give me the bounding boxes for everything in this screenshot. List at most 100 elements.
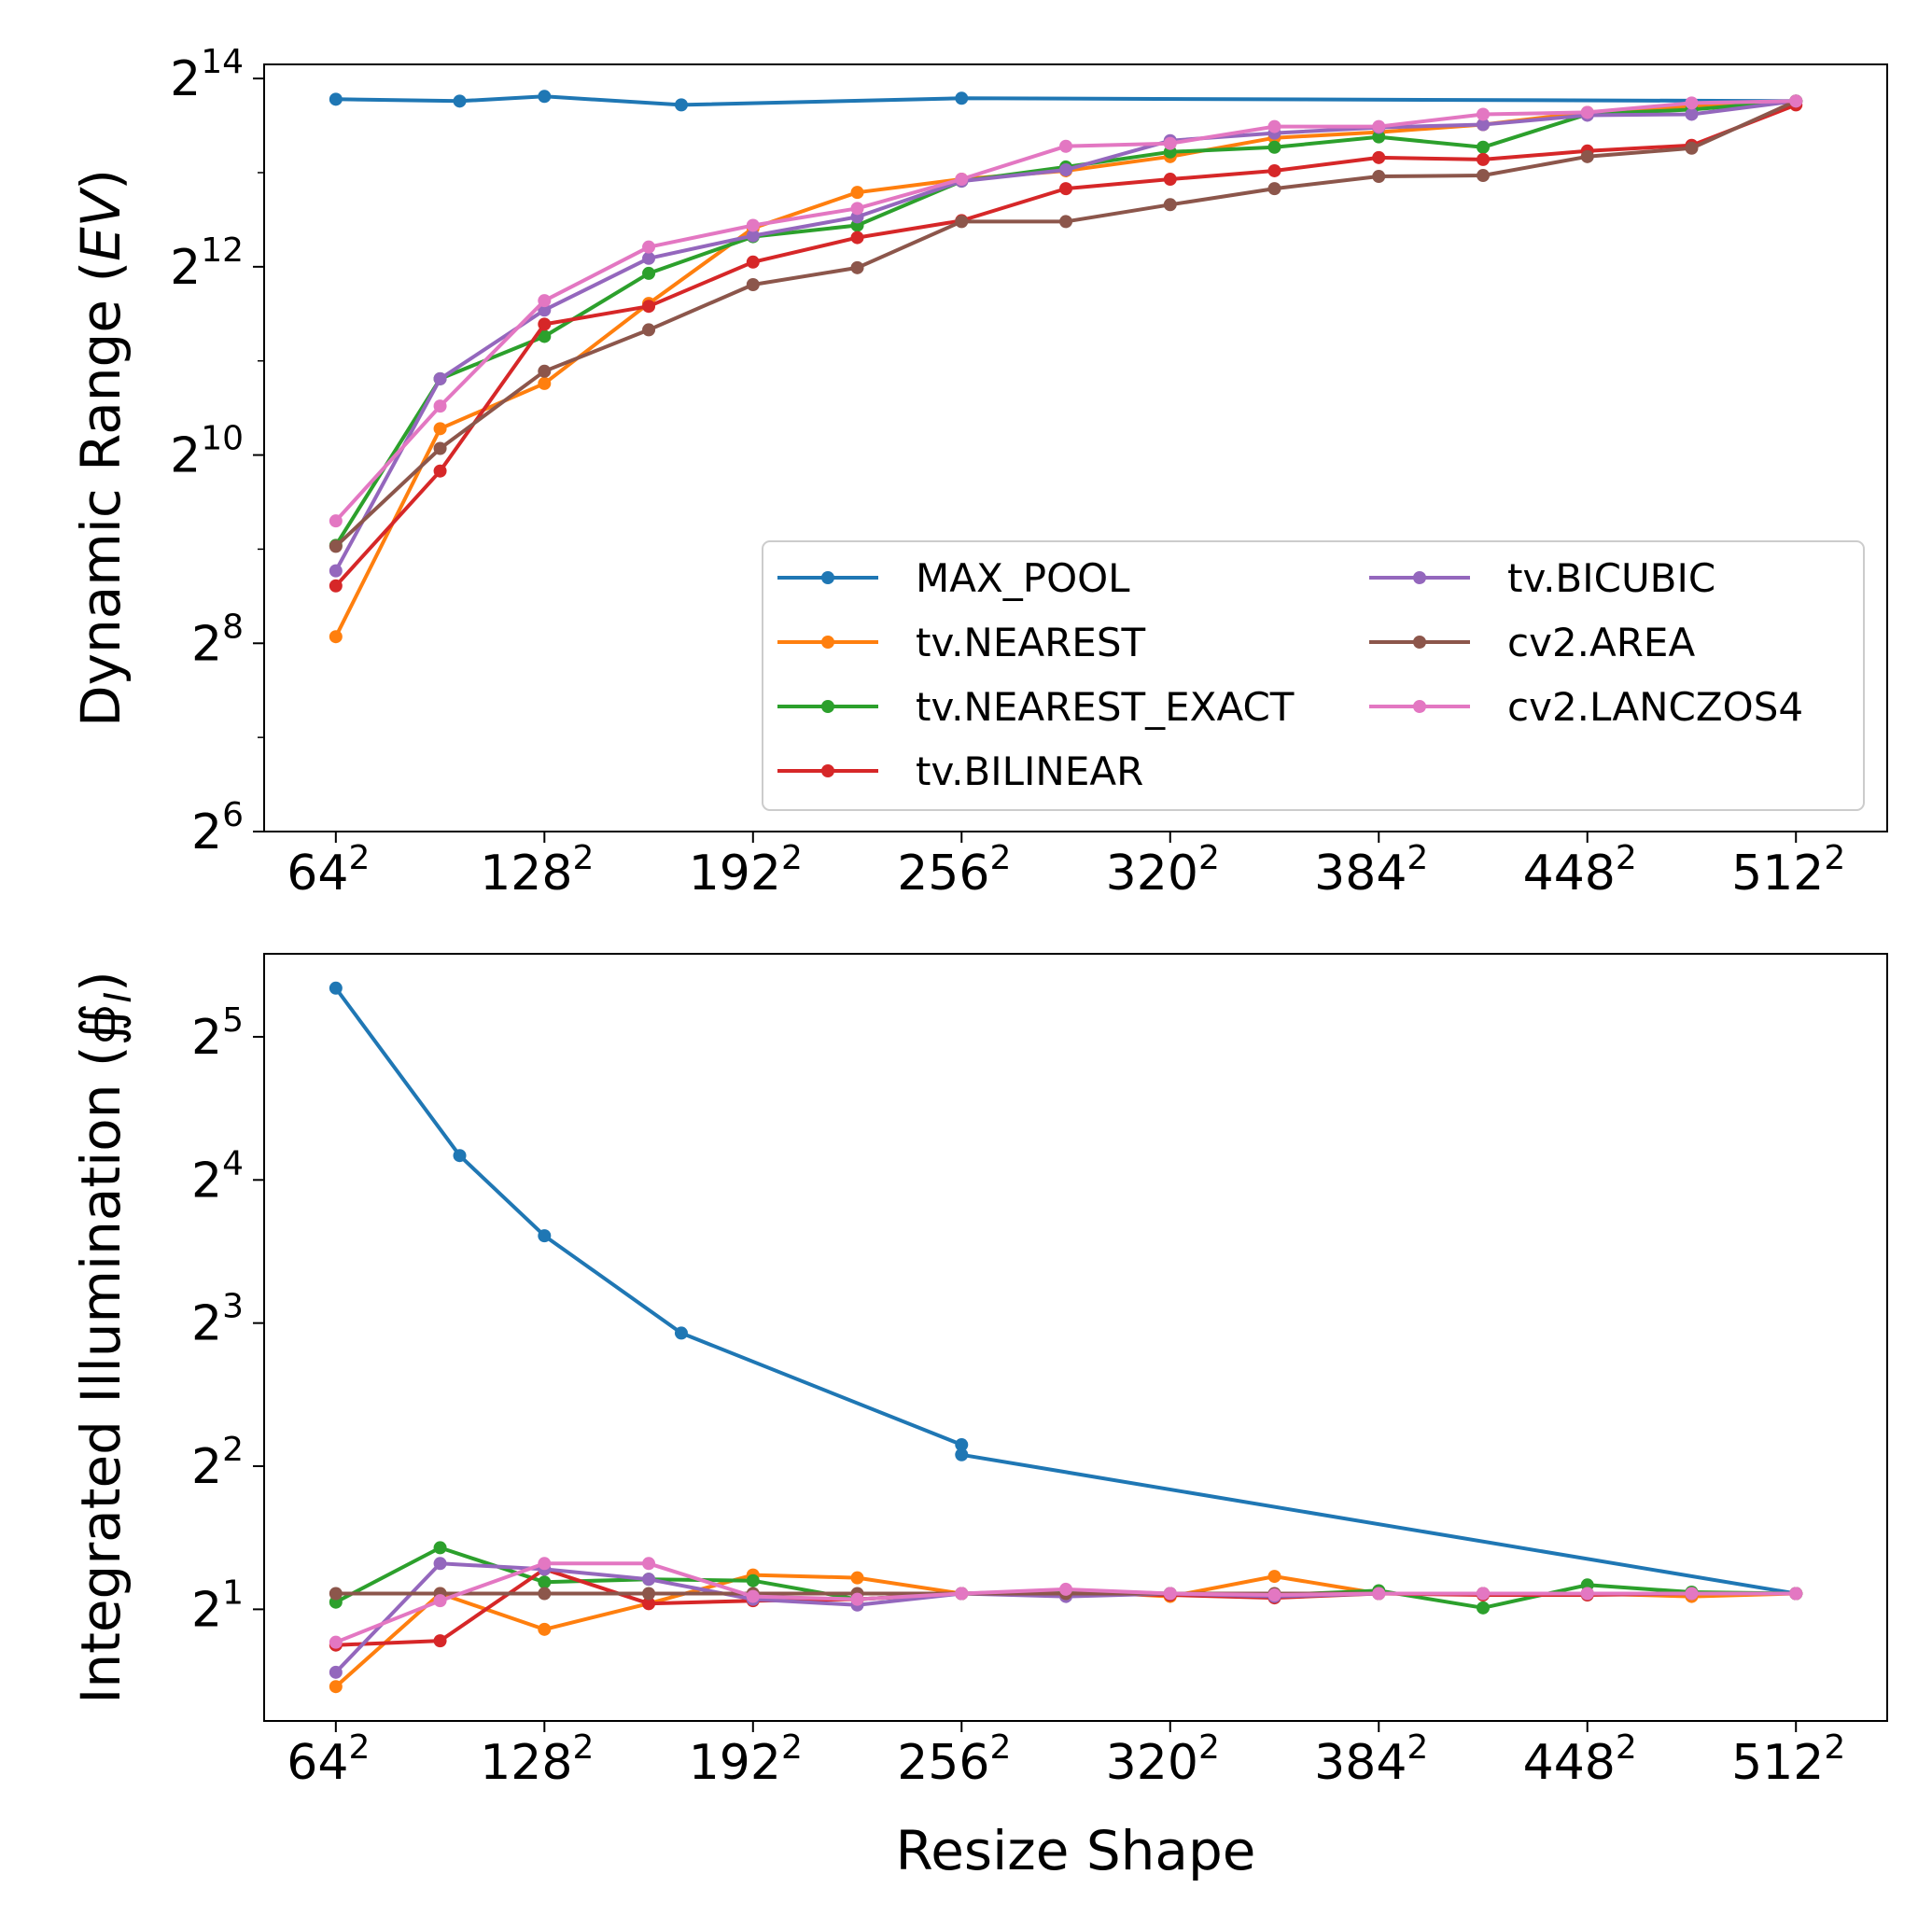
data-point-tv-bilinear — [850, 231, 864, 245]
data-point-tv-bilinear — [433, 464, 447, 478]
data-point-cv2-lanczos4 — [746, 1589, 760, 1603]
data-point-max-pool — [453, 94, 467, 108]
data-point-tv-nearest — [538, 1622, 552, 1636]
y-tick-label-exponent: 5 — [222, 1001, 244, 1040]
data-point-cv2-lanczos4 — [1476, 1587, 1490, 1601]
data-point-cv2-area — [1476, 169, 1490, 183]
x-tick-label-exponent: 2 — [572, 839, 594, 877]
x-tick-label: 1282 — [480, 1728, 594, 1791]
data-point-tv-bicubic — [433, 1557, 447, 1571]
x-tick-label: 3202 — [1106, 1728, 1220, 1791]
data-point-cv2-area — [538, 364, 552, 378]
y-tick-label-base: 2 — [191, 1582, 222, 1638]
y-tick-label-exponent: 6 — [222, 796, 244, 834]
x-tick-label-exponent: 2 — [1824, 1728, 1845, 1767]
legend-frame — [762, 540, 1865, 811]
panel-1: 642 1282 1922 2562 3202 3842 4482 5122262821021… — [69, 43, 1888, 902]
data-point-tv-bicubic — [1685, 107, 1699, 121]
data-point-tv-bicubic — [1476, 118, 1490, 132]
legend-marker-tv-bicubic — [1413, 571, 1426, 584]
legend-label-max-pool: MAX_POOL — [916, 555, 1130, 601]
legend-marker-cv2-area — [1413, 636, 1426, 649]
legend-label-tv-nearest: tv.NEAREST — [916, 620, 1145, 665]
data-point-cv2-lanczos4 — [746, 218, 760, 232]
data-point-cv2-area — [433, 441, 447, 455]
data-point-max-pool — [955, 1438, 969, 1452]
series-group — [329, 981, 1803, 1694]
data-point-cv2-area — [1372, 170, 1386, 184]
data-point-cv2-lanczos4 — [1372, 1587, 1386, 1601]
y-tick-label: 21 — [191, 1573, 244, 1638]
x-tick-label: 2562 — [897, 1728, 1011, 1791]
data-point-cv2-lanczos4 — [538, 1557, 552, 1571]
data-point-cv2-lanczos4 — [1059, 139, 1073, 153]
series-line-max-pool — [334, 986, 1797, 1596]
data-point-max-pool — [329, 981, 343, 995]
data-point-cv2-area — [1580, 149, 1594, 163]
x-tick-label-base: 256 — [897, 846, 989, 902]
y-tick-label-exponent: 3 — [222, 1288, 244, 1326]
y-tick-label: 214 — [170, 43, 244, 107]
data-point-tv-bilinear — [329, 579, 343, 593]
x-tick-label-exponent: 2 — [1616, 839, 1637, 877]
data-point-tv-nearest-exact — [1476, 140, 1490, 154]
data-point-cv2-lanczos4 — [1163, 1587, 1177, 1601]
y-tick-label-exponent: 10 — [201, 420, 244, 458]
legend-label-tv-nearest-exact: tv.NEAREST_EXACT — [916, 684, 1295, 730]
x-tick-label-base: 512 — [1731, 1735, 1824, 1791]
data-point-cv2-lanczos4 — [1685, 1587, 1699, 1601]
data-point-tv-nearest-exact — [746, 1573, 760, 1587]
x-tick-label-base: 512 — [1731, 846, 1824, 902]
data-point-tv-nearest — [329, 1680, 343, 1694]
y-tick-label: 26 — [191, 796, 244, 860]
series-line-tv-bicubic — [334, 1561, 1797, 1674]
data-point-cv2-lanczos4 — [1163, 136, 1177, 150]
x-axis-label: Resize Shape — [896, 1819, 1256, 1882]
y-tick-label-exponent: 2 — [222, 1431, 244, 1469]
data-point-tv-bicubic — [433, 371, 447, 385]
y-tick-label: 28 — [191, 608, 244, 672]
x-tick-label-exponent: 2 — [989, 1728, 1011, 1767]
y-axis-label-unit: EV — [69, 186, 133, 261]
y-tick-label: 25 — [191, 1001, 244, 1066]
x-tick-label-base: 64 — [287, 1735, 348, 1791]
x-tick-label-base: 320 — [1106, 1735, 1198, 1791]
legend-label-tv-bicubic: tv.BICUBIC — [1507, 555, 1715, 601]
data-point-tv-nearest-exact — [538, 329, 552, 343]
y-tick-label: 24 — [191, 1144, 244, 1209]
x-tick-label-exponent: 2 — [1198, 839, 1220, 877]
x-tick-label-exponent: 2 — [348, 1728, 370, 1767]
data-point-cv2-area — [538, 1587, 552, 1601]
y-tick-label-base: 2 — [191, 804, 222, 860]
y-axis-label-text: Integrated Illumination ( — [69, 1045, 133, 1703]
data-point-cv2-area — [329, 539, 343, 553]
x-tick-label: 642 — [287, 839, 370, 902]
data-point-tv-bilinear — [1163, 173, 1177, 187]
x-tick-label-exponent: 2 — [1407, 839, 1428, 877]
x-tick-label: 1922 — [689, 839, 803, 902]
x-tick-label-exponent: 2 — [1824, 839, 1845, 877]
x-tick-label: 1922 — [689, 1728, 803, 1791]
series-group — [329, 90, 1803, 644]
x-tick-label-base: 128 — [480, 1735, 572, 1791]
y-axis-label-text: Dynamic Range ( — [69, 261, 133, 727]
y-axis-label-symbol: ∯ — [69, 1003, 133, 1046]
data-point-cv2-area — [746, 278, 760, 292]
data-point-cv2-area — [1267, 182, 1281, 196]
data-point-tv-bilinear — [1372, 150, 1386, 164]
data-point-cv2-lanczos4 — [850, 202, 864, 216]
data-point-tv-bicubic — [329, 564, 343, 578]
legend-marker-max-pool — [821, 571, 834, 584]
data-point-cv2-area — [1059, 215, 1073, 229]
legend-marker-tv-nearest — [821, 636, 834, 649]
x-tick-label-exponent: 2 — [989, 839, 1011, 877]
y-tick-label-exponent: 12 — [201, 231, 244, 270]
y-tick-label-base: 2 — [170, 428, 201, 484]
data-point-tv-bilinear — [746, 255, 760, 269]
y-tick-label-exponent: 1 — [222, 1573, 244, 1612]
data-point-cv2-lanczos4 — [1372, 119, 1386, 133]
data-point-max-pool — [955, 1448, 969, 1461]
x-tick-label: 4482 — [1523, 1728, 1637, 1791]
legend: MAX_POOL tv.NEAREST tv.NEAREST_EXACT tv.BIL… — [762, 540, 1865, 811]
